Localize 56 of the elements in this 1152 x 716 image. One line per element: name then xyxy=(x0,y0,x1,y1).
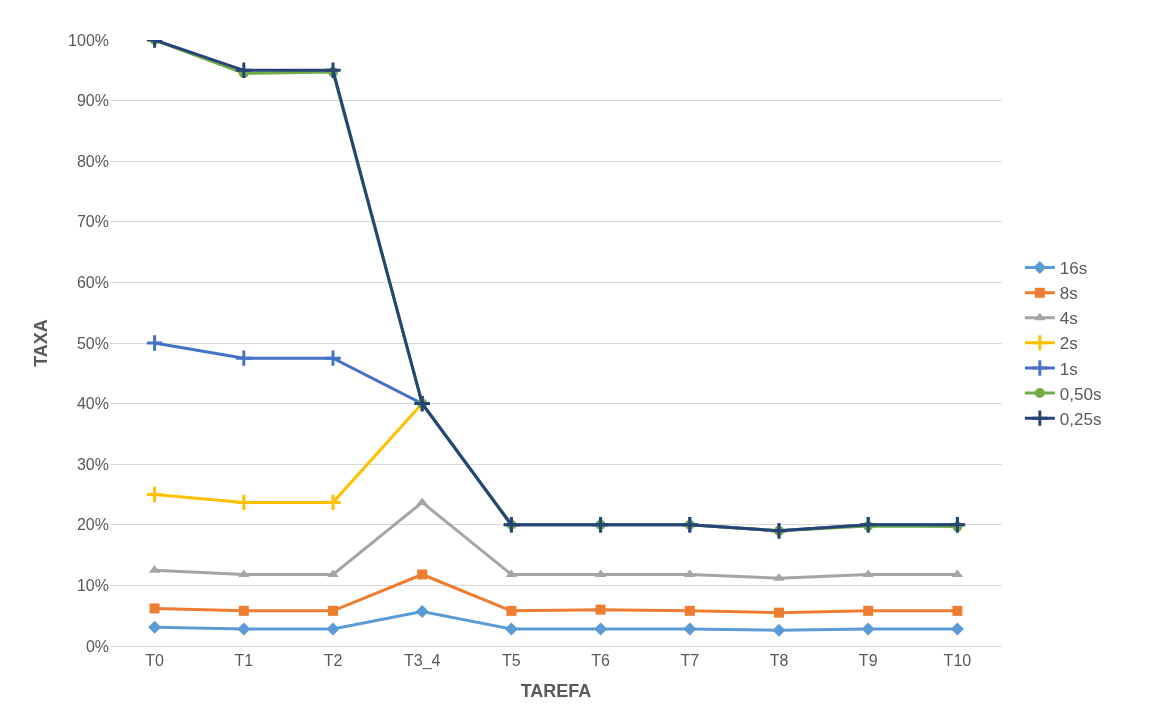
x-axis-title: TAREFA xyxy=(520,681,592,702)
point xyxy=(323,348,343,368)
legend-label: 1s xyxy=(1059,359,1078,379)
y-tick-label: 30% xyxy=(76,455,109,473)
x-tick-label: T9 xyxy=(858,652,878,670)
y-tick-label: 10% xyxy=(76,577,109,594)
point xyxy=(149,603,160,614)
legend-label: 4s xyxy=(1059,309,1078,329)
point xyxy=(594,622,608,636)
point xyxy=(506,605,517,616)
x-tick-label: T10 xyxy=(943,652,972,670)
point xyxy=(326,622,340,636)
point xyxy=(148,620,162,634)
point xyxy=(684,605,695,616)
x-tick-label: T2 xyxy=(323,652,343,670)
point xyxy=(595,604,606,615)
legend-label: 8s xyxy=(1059,284,1078,304)
x-tick-label: T7 xyxy=(680,652,700,670)
point xyxy=(238,605,249,616)
point xyxy=(952,605,963,616)
point xyxy=(772,623,786,637)
y-tick-label: 0% xyxy=(85,637,109,655)
y-tick-label: 70% xyxy=(76,213,109,231)
legend-label: 2s xyxy=(1059,334,1078,354)
point xyxy=(504,622,518,636)
point xyxy=(234,348,253,368)
point xyxy=(323,61,343,80)
point xyxy=(683,622,697,636)
point xyxy=(145,333,164,353)
legend-label: 0,50s xyxy=(1059,384,1102,404)
x-tick-label: T0 xyxy=(145,652,165,670)
point xyxy=(417,569,428,580)
point xyxy=(145,485,164,504)
y-tick-label: 40% xyxy=(76,395,109,413)
x-tick-label: T1 xyxy=(234,652,254,670)
x-tick-label: T3_4 xyxy=(403,652,441,671)
y-tick-label: 60% xyxy=(76,274,109,291)
point xyxy=(863,605,874,616)
point xyxy=(950,622,964,636)
y-tick-label: 50% xyxy=(76,334,109,352)
legend-label: 16s xyxy=(1059,259,1088,279)
x-tick-label: T5 xyxy=(502,652,521,670)
point xyxy=(237,622,251,636)
y-tick-label: 100% xyxy=(68,31,109,49)
point xyxy=(328,605,338,616)
y-tick-label: 80% xyxy=(76,152,109,170)
y-tick-label: 20% xyxy=(76,516,109,534)
y-axis-title: TAXA xyxy=(31,319,52,367)
point xyxy=(415,604,429,618)
point xyxy=(234,61,253,80)
point xyxy=(774,607,784,618)
point xyxy=(861,622,875,636)
x-tick-label: T8 xyxy=(769,652,789,670)
legend-label: 0,25s xyxy=(1059,409,1102,429)
y-tick-label: 90% xyxy=(76,92,109,110)
x-tick-label: T6 xyxy=(591,652,611,670)
